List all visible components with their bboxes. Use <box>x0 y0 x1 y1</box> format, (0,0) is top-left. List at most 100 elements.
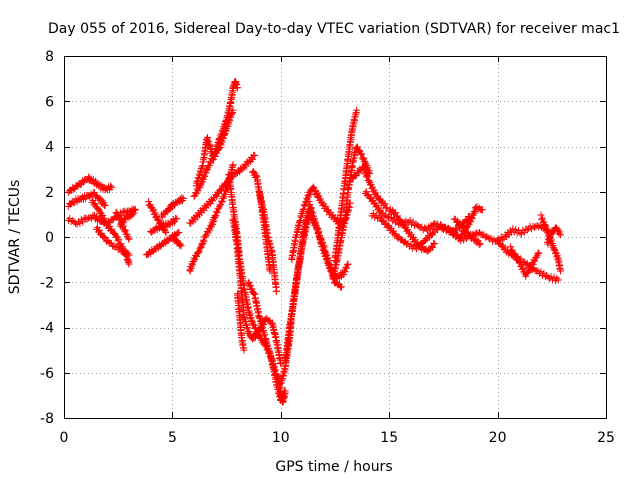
data-point <box>320 241 328 249</box>
data-point <box>200 237 208 245</box>
y-tick-label: 0 <box>45 230 54 246</box>
data-point <box>76 219 84 227</box>
data-point <box>514 255 522 263</box>
data-point <box>79 218 87 226</box>
data-point <box>344 260 352 268</box>
data-point <box>204 134 212 142</box>
data-point <box>272 287 280 295</box>
data-point <box>249 289 257 297</box>
y-tick-labels: -8 -6 -4 -2 0 2 4 6 8 <box>40 49 54 427</box>
data-point <box>308 208 316 216</box>
data-point <box>246 330 254 338</box>
data-point <box>537 211 545 219</box>
data-point <box>534 250 542 258</box>
series-trace-17 <box>225 170 283 386</box>
y-tick-label: 6 <box>45 94 54 110</box>
series-trace-15 <box>190 78 241 200</box>
data-point <box>252 324 260 332</box>
data-point <box>130 209 138 217</box>
data-point <box>125 260 133 268</box>
y-tick-label: 2 <box>45 185 54 201</box>
data-point <box>361 158 369 166</box>
data-point <box>194 187 202 195</box>
x-tick-label: 20 <box>489 430 507 446</box>
data-point <box>343 261 351 269</box>
data-point <box>131 205 139 213</box>
data-point <box>197 168 205 176</box>
data-points <box>64 78 564 406</box>
data-point <box>147 203 155 211</box>
data-point <box>203 165 211 173</box>
data-point <box>115 235 123 243</box>
data-point <box>155 216 163 224</box>
data-point <box>315 228 323 236</box>
data-point <box>303 196 311 204</box>
data-point <box>213 209 221 217</box>
data-point <box>406 216 414 224</box>
data-point <box>218 198 226 206</box>
data-point <box>201 172 209 180</box>
data-point <box>95 205 103 213</box>
data-point <box>125 251 133 259</box>
series-trace-21 <box>249 167 274 275</box>
series-trace-42 <box>543 224 564 248</box>
data-point <box>383 204 391 212</box>
series-trace-12 <box>168 232 185 250</box>
data-point <box>309 214 317 222</box>
data-point <box>338 283 346 291</box>
data-point <box>509 249 517 257</box>
data-point <box>481 233 489 241</box>
data-point <box>404 240 412 248</box>
data-point <box>537 268 545 276</box>
data-point <box>217 140 225 148</box>
data-point <box>116 244 124 252</box>
x-tick-labels: 0 5 10 15 20 25 <box>60 430 615 446</box>
series-trace-32 <box>346 163 391 212</box>
data-point <box>121 226 129 234</box>
series-trace-23 <box>275 373 289 406</box>
data-point <box>554 256 562 264</box>
axis-ticks <box>64 56 607 419</box>
series-trace-5 <box>93 224 133 259</box>
data-point <box>220 130 228 138</box>
data-point <box>519 264 527 272</box>
data-point <box>229 106 237 114</box>
series-trace-37 <box>450 215 484 249</box>
data-point <box>255 327 263 335</box>
data-point <box>114 211 122 219</box>
data-point <box>325 257 333 265</box>
series-trace-14 <box>186 151 259 227</box>
data-point <box>527 263 535 271</box>
data-point <box>162 228 170 236</box>
data-point <box>222 188 230 196</box>
data-point <box>529 260 537 268</box>
data-point <box>429 244 437 252</box>
y-tick-label: -4 <box>40 321 54 337</box>
x-axis-title: GPS time / hours <box>275 459 392 475</box>
series-trace-40 <box>507 243 543 280</box>
data-point <box>222 127 230 134</box>
data-point <box>124 249 132 257</box>
series-trace-35 <box>385 205 439 255</box>
data-point <box>477 230 485 238</box>
data-point <box>151 209 159 217</box>
data-point <box>517 230 525 238</box>
data-point <box>301 201 309 209</box>
data-point <box>314 225 322 233</box>
data-point <box>196 172 204 180</box>
data-point <box>509 225 517 233</box>
series-trace-19 <box>233 290 248 354</box>
chart-title: Day 055 of 2016, Sidereal Day-to-day VTE… <box>48 21 620 37</box>
data-point <box>478 206 486 214</box>
data-point <box>186 266 194 274</box>
data-point <box>304 191 312 199</box>
data-point <box>224 118 232 126</box>
data-point <box>307 204 315 212</box>
data-point <box>249 155 257 163</box>
data-point <box>363 172 371 180</box>
x-tick-label: 10 <box>272 430 290 446</box>
data-point <box>168 232 176 240</box>
data-point <box>190 257 198 265</box>
series-trace-7 <box>116 205 140 230</box>
series-trace-28 <box>307 212 352 282</box>
